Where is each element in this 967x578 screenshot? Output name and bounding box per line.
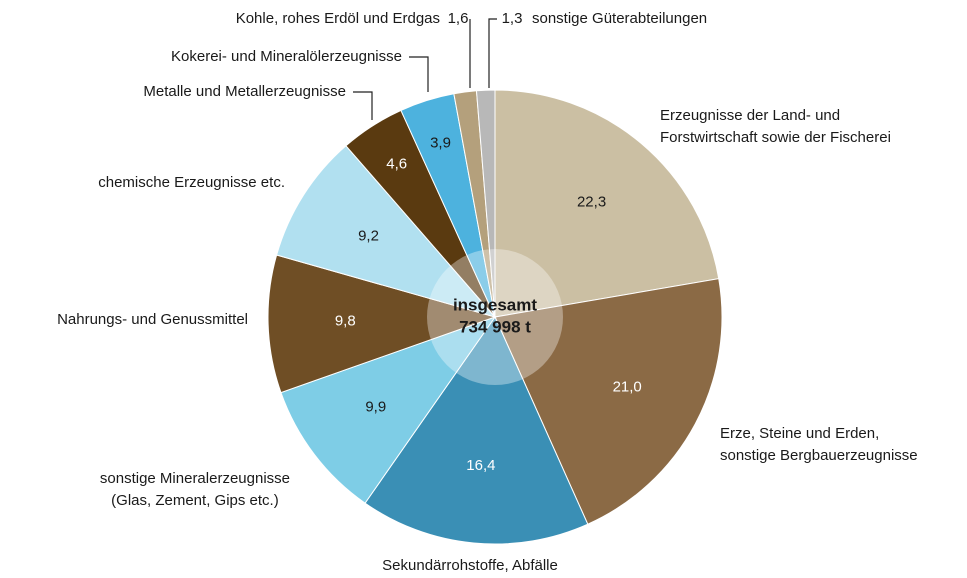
pie-slice <box>494 278 723 525</box>
pie-slice <box>475 89 496 318</box>
category-label: Kohle, rohes Erdöl und Erdgas <box>235 10 440 27</box>
pie-slice <box>280 316 497 504</box>
category-label: chemische Erzeugnisse etc. <box>98 174 285 191</box>
category-label: Erze, Steine und Erden, sonstige Bergbau… <box>720 425 918 464</box>
pie-slice <box>494 89 720 318</box>
value-label: 1,3 <box>502 10 523 27</box>
center-disc <box>427 249 563 385</box>
leader-line <box>409 56 429 92</box>
category-label: Nahrungs- und Genussmittel <box>57 311 248 328</box>
value-label: 9,2 <box>358 228 379 245</box>
category-label: Metalle und Metallerzeugnisse <box>143 83 346 100</box>
center-label: 734 998 t <box>459 317 531 336</box>
value-label: 22,3 <box>577 193 606 210</box>
category-label: Kokerei- und Mineralölerzeugnisse <box>171 48 402 65</box>
value-label: 16,4 <box>466 457 495 474</box>
pie-slice <box>364 315 589 545</box>
center-label: insgesamt <box>453 295 537 314</box>
value-label: 1,6 <box>448 10 469 27</box>
leader-line <box>353 91 373 120</box>
pie-slice <box>267 254 497 394</box>
value-label: 3,9 <box>430 135 451 152</box>
category-label: Erzeugnisse der Land- und Forstwirtschaf… <box>660 107 891 146</box>
value-label: 4,6 <box>386 155 407 172</box>
category-label: Sekundärrohstoffe, Abfälle <box>382 557 558 574</box>
value-label: 9,9 <box>365 399 386 416</box>
value-label: 9,8 <box>335 313 356 330</box>
category-label: sonstige Mineralerzeugnisse (Glas, Zemen… <box>99 470 290 509</box>
category-label: sonstige Güterabteilungen <box>532 10 708 27</box>
value-label: 21,0 <box>613 378 642 395</box>
leader-line <box>488 18 497 88</box>
pie-slice <box>276 145 497 318</box>
